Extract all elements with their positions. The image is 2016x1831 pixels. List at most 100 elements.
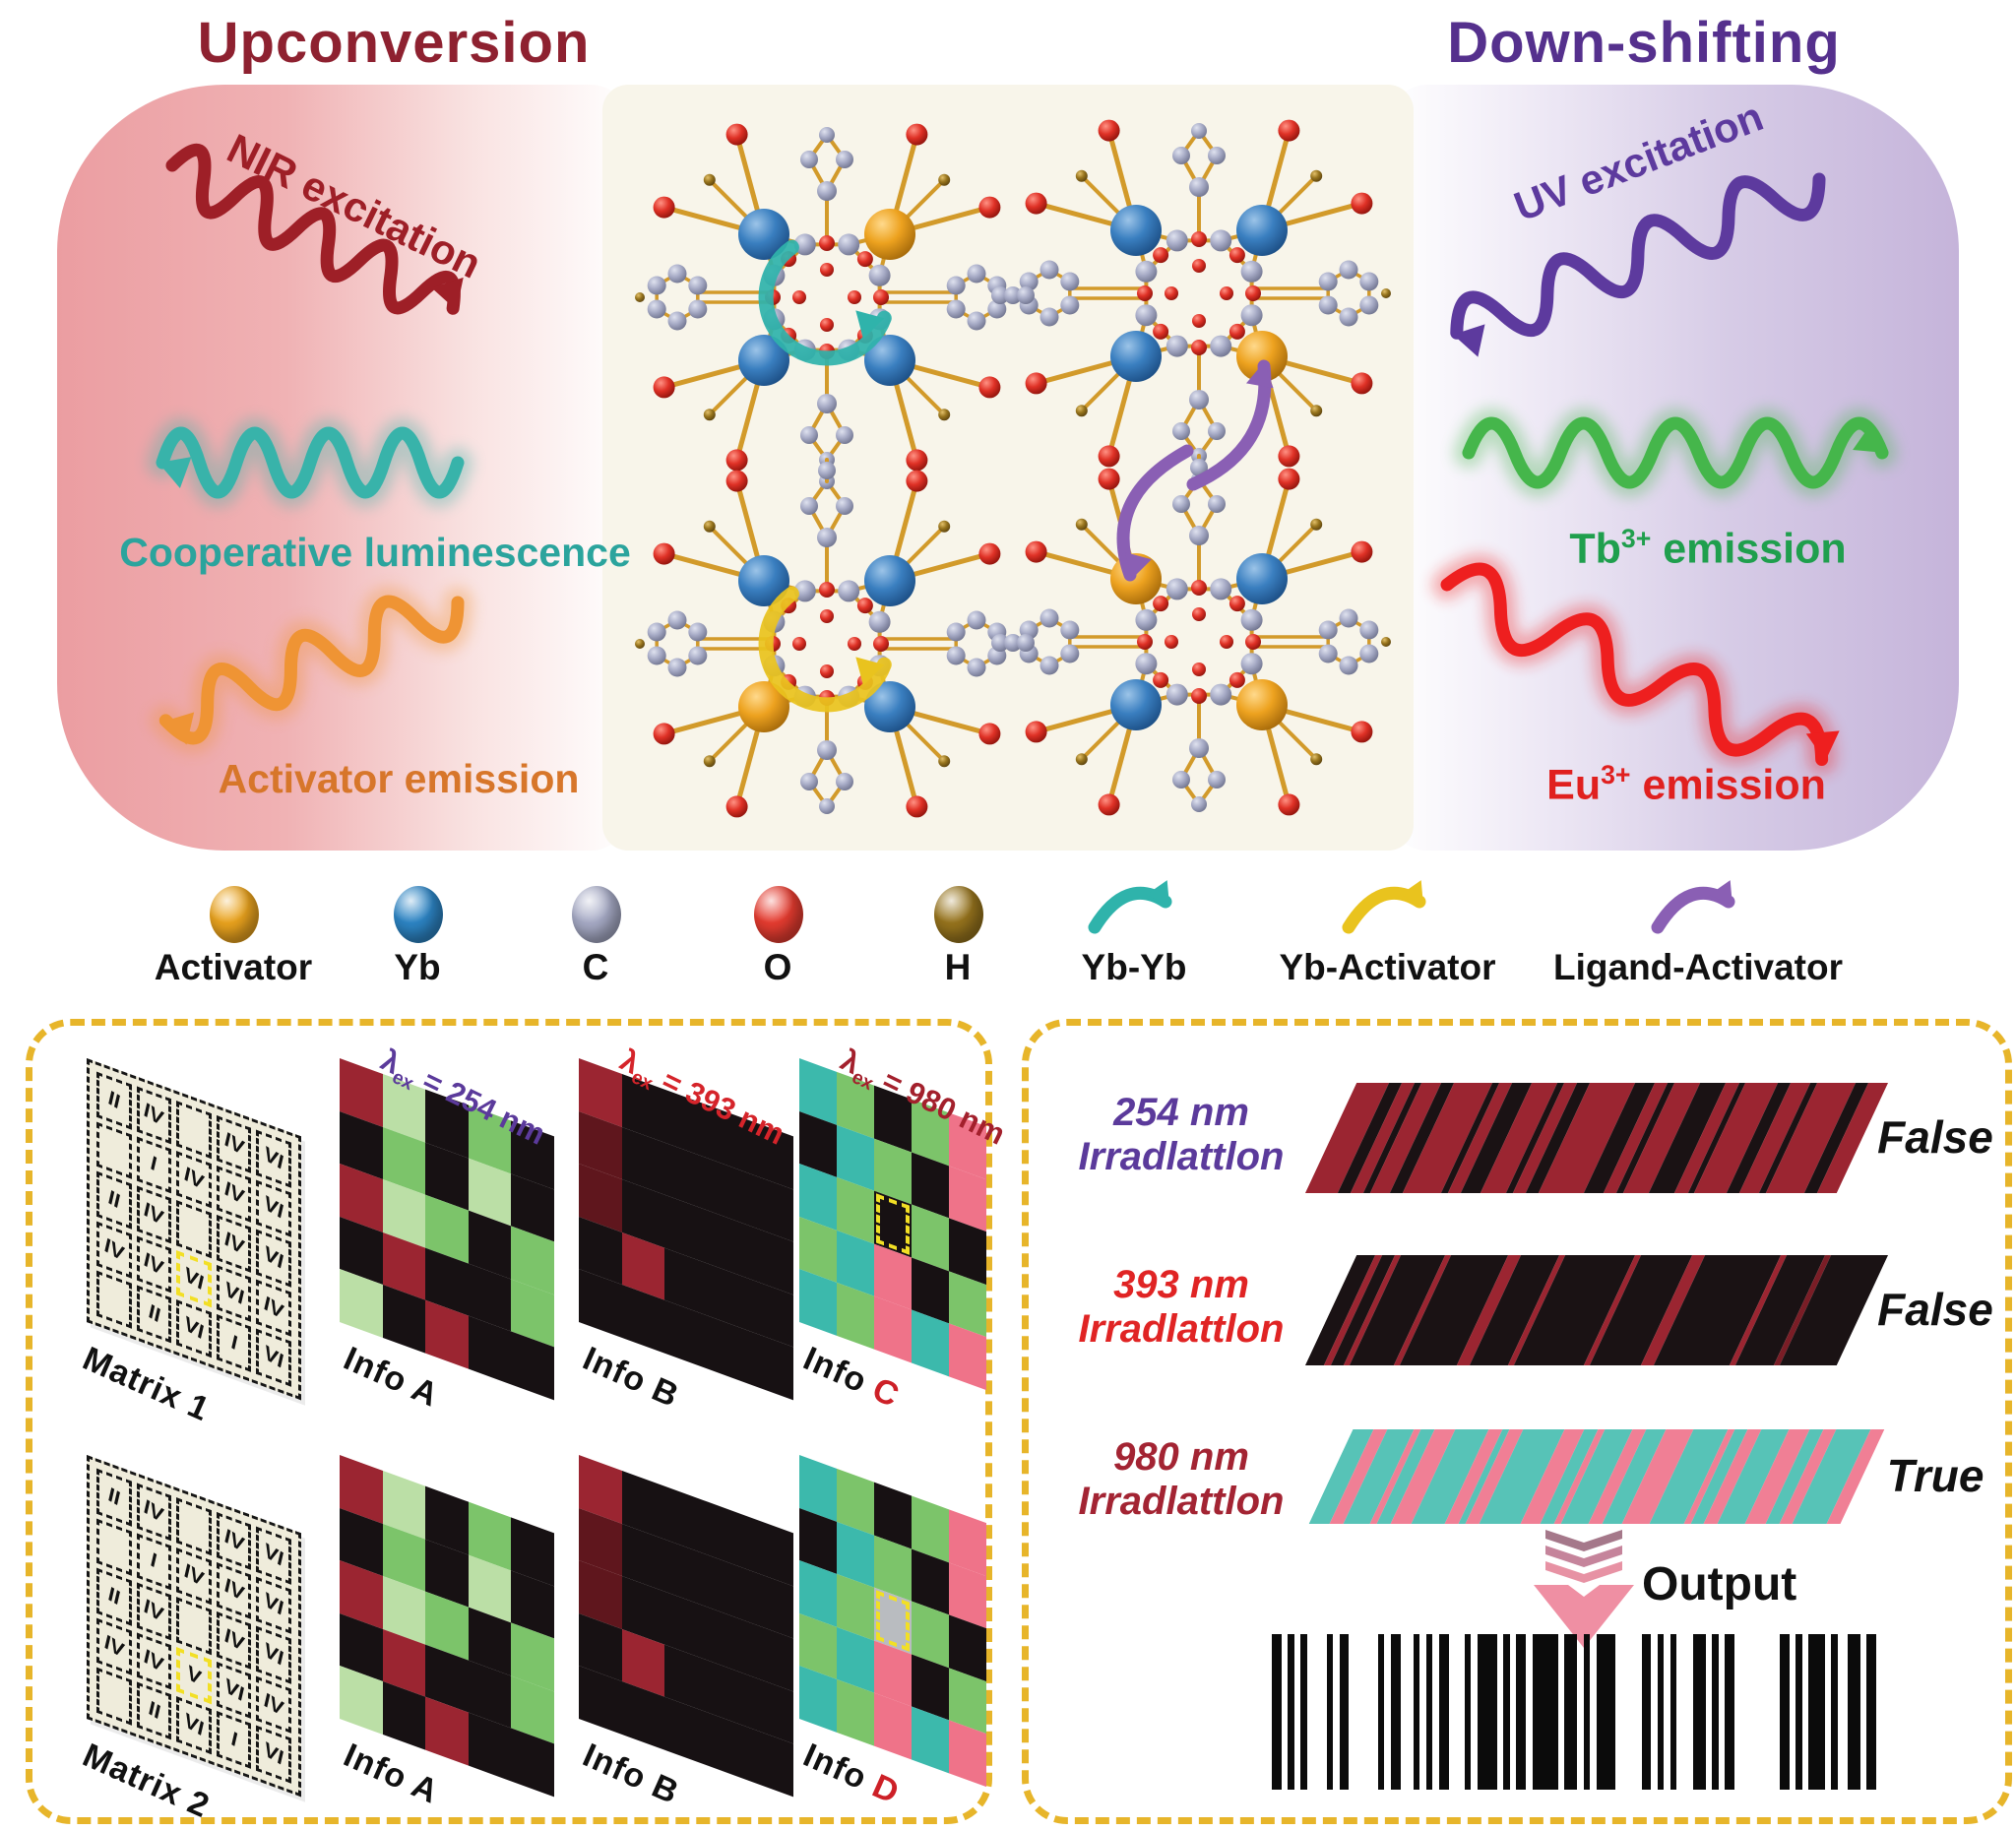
matrix-cell [176, 1200, 212, 1258]
yb-legend-label: Yb [394, 947, 441, 987]
upconversion-title: Upconversion [197, 11, 591, 75]
info-tile [579, 1455, 793, 1798]
h-sphere-icon [934, 886, 983, 943]
matrix-cell [96, 1271, 132, 1329]
activator-sphere-icon [210, 886, 259, 943]
matrix-cell: VI [176, 1696, 212, 1755]
barcode-bar [1339, 1634, 1350, 1790]
barcode-bar [1725, 1634, 1735, 1790]
irradiation-393-label: 393 nm Irradlattlon [1078, 1263, 1285, 1351]
matrix-cell: I [136, 1136, 172, 1194]
barcode-gap [1838, 1634, 1848, 1790]
yb-sphere-icon [394, 886, 443, 943]
barcode-bar [1596, 1634, 1616, 1790]
matrix-cell: VI [256, 1329, 291, 1387]
matrix-cell: VI [256, 1229, 291, 1288]
matrix-cell [176, 1497, 212, 1555]
info-tile [340, 1455, 554, 1798]
output-label: Output [1642, 1558, 1797, 1610]
barcode-bar [1516, 1634, 1526, 1790]
barcode-bar [1377, 1634, 1385, 1790]
yb-activator-arrow-icon [1342, 880, 1426, 934]
output-arrow-icon [1534, 1530, 1634, 1648]
mof-structure-panel [602, 85, 1414, 851]
ligand-activator-arrow-icon [1651, 880, 1735, 934]
barcode-bar [1478, 1634, 1497, 1790]
matrix-tile: II IV IV VI I IV IV VI II IV IV VI IV IV V VI IV II VI I VI [87, 1455, 301, 1798]
barcode-bar [1564, 1634, 1578, 1790]
matrix-cell [176, 1101, 212, 1159]
barcode-band-254 [1304, 1083, 1889, 1193]
irradiation-254-label: 254 nm Irradlattlon [1078, 1091, 1285, 1178]
barcode-bar [1796, 1634, 1802, 1790]
matrix-cell [96, 1668, 132, 1726]
barcode-bar [1779, 1634, 1790, 1790]
matrix-cell: IV [216, 1611, 252, 1670]
downshifting-title: Down-shifting [1447, 11, 1841, 75]
barcode-bar [1657, 1634, 1665, 1790]
matrix-cell: II [96, 1567, 132, 1626]
barcode-bar [1300, 1634, 1307, 1790]
matrix-cell: II [96, 1071, 132, 1130]
activator-emission-label: Activator emission [218, 756, 580, 801]
barcode-bar [1425, 1634, 1433, 1790]
matrix-cell: IV [136, 1235, 172, 1294]
barcode-bar [1503, 1634, 1510, 1790]
matrix-cell: I [216, 1314, 252, 1372]
matrix-cell: IV [176, 1150, 212, 1209]
matrix-cell: IV [216, 1561, 252, 1620]
matrix-cell: VI [216, 1264, 252, 1323]
tb-emission-label: Tb3+ emission [1569, 524, 1847, 573]
matrix-cell: IV [216, 1215, 252, 1273]
barcode-band-980 [1308, 1429, 1885, 1524]
activator-legend-label: Activator [154, 947, 313, 987]
o-sphere-icon [754, 886, 803, 943]
barcode-bar [1438, 1634, 1449, 1790]
matrix-cell: IV [136, 1483, 172, 1541]
matrix-tile: II IV IV VI I IV IV VI II IV IV VI IV IV VI VI IV II VI I VI [87, 1058, 301, 1401]
c-legend-label: C [582, 947, 609, 987]
matrix-cell: IV [136, 1582, 172, 1641]
barcode-bar [1692, 1634, 1706, 1790]
barcode-bar [1390, 1634, 1401, 1790]
matrix-cell: VI [256, 1129, 291, 1188]
barcode-gap [1676, 1634, 1692, 1790]
yb-activator-legend-label: Yb-Activator [1279, 947, 1496, 987]
barcode-gap [1615, 1634, 1641, 1790]
matrix-cell: VI [256, 1526, 291, 1585]
matrix-cell [96, 1518, 132, 1576]
barcode-bar [1288, 1634, 1294, 1790]
barcode-bar [1712, 1634, 1719, 1790]
h-legend-label: H [944, 947, 972, 987]
matrix-cell: IV [216, 1114, 252, 1173]
matrix-cell: IV [256, 1675, 291, 1735]
matrix-cell: VI [176, 1249, 212, 1308]
matrix-cell: V [176, 1646, 212, 1705]
matrix-cell: VI [176, 1299, 212, 1358]
barcode-bar [1808, 1634, 1825, 1790]
barcode-gap [1734, 1634, 1780, 1790]
matrix-cell: II [136, 1285, 172, 1344]
matrix-cell: II [96, 1468, 132, 1527]
barcode-gap [1349, 1634, 1377, 1790]
ligand-activator-legend-label: Ligand-Activator [1553, 947, 1843, 987]
result-980: True [1886, 1450, 1984, 1501]
barcode-band-393 [1304, 1255, 1889, 1365]
barcode-bar [1583, 1634, 1591, 1790]
matrix-cell [96, 1121, 132, 1179]
barcode-bar [1464, 1634, 1472, 1790]
barcode-gap [1449, 1634, 1465, 1790]
matrix-cell: IV [136, 1185, 172, 1244]
barcode-bar [1413, 1634, 1420, 1790]
eu-emission-label: Eu3+ emission [1546, 760, 1826, 809]
irradiation-980-label: 980 nm Irradlattlon [1078, 1435, 1285, 1523]
barcode-bar [1847, 1634, 1860, 1790]
matrix-cell: IV [96, 1617, 132, 1675]
matrix-cell: I [216, 1711, 252, 1769]
matrix-cell: IV [136, 1086, 172, 1144]
barcode-bar [1670, 1634, 1677, 1790]
matrix-cell: IV [176, 1547, 212, 1606]
matrix-cell: II [96, 1170, 132, 1230]
matrix-cell: II [136, 1681, 172, 1740]
